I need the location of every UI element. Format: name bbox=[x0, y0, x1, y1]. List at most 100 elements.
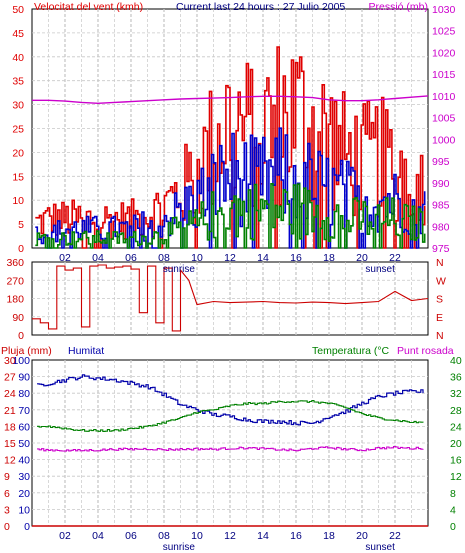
pressure-label: Pressió (mb) bbox=[368, 1, 428, 13]
wind-speed-tick: 35 bbox=[12, 76, 24, 88]
temperature-tick: 16 bbox=[450, 455, 462, 467]
direction-compass-tick: S bbox=[436, 294, 443, 306]
x-tick-label: 16 bbox=[290, 252, 302, 264]
x-tick-label: 14 bbox=[257, 252, 269, 264]
rain-tick: 30 bbox=[4, 355, 16, 367]
chart-title: Current last 24 hours : 27 Julio 2005 bbox=[176, 1, 345, 13]
wind-speed-tick: 20 bbox=[12, 147, 24, 159]
pressure-tick: 1000 bbox=[432, 134, 456, 146]
plot-layer bbox=[32, 46, 429, 527]
temperature-tick: 28 bbox=[450, 405, 462, 417]
dewpoint-label: Punt rosada bbox=[397, 345, 454, 357]
direction-compass-tick: N bbox=[436, 257, 444, 269]
temperature-tick: 20 bbox=[450, 438, 462, 450]
humidity-tick: 20 bbox=[18, 488, 30, 500]
wind-gust-line bbox=[35, 46, 426, 249]
direction-compass-tick: N bbox=[436, 330, 444, 342]
rain-tick: 0 bbox=[4, 521, 10, 533]
humidity-label: Humitat bbox=[68, 345, 104, 357]
humidity-tick: 70 bbox=[18, 405, 30, 417]
pressure-tick: 980 bbox=[432, 221, 450, 233]
humidity-tick: 90 bbox=[18, 372, 30, 384]
wind-speed-tick: 0 bbox=[18, 243, 24, 255]
direction-degree-tick: 360 bbox=[6, 257, 24, 269]
wind-speed-tick: 5 bbox=[18, 219, 24, 231]
wind-average-line bbox=[35, 127, 426, 249]
wind-speed-label: Velocitat del vent (kmh) bbox=[34, 1, 143, 13]
humidity-tick: 60 bbox=[18, 421, 30, 433]
sunrise-label: sunrise bbox=[163, 542, 196, 553]
x-tick-label: 06 bbox=[125, 530, 137, 542]
temperature-label: Temperatura (°C bbox=[312, 345, 390, 357]
humidity-tick: 50 bbox=[18, 438, 30, 450]
temperature-tick: 40 bbox=[450, 355, 462, 367]
rain-tick: 27 bbox=[4, 372, 16, 384]
sunset-label: sunset bbox=[365, 542, 395, 553]
rain-tick: 3 bbox=[4, 504, 10, 516]
direction-degree-tick: 270 bbox=[6, 275, 24, 287]
x-tick-label: 22 bbox=[389, 252, 401, 264]
sunset-label: sunset bbox=[365, 264, 395, 275]
direction-degree-tick: 180 bbox=[6, 294, 24, 306]
x-tick-label: 04 bbox=[92, 252, 104, 264]
humidity-tick: 10 bbox=[18, 504, 30, 516]
x-tick-label: 18 bbox=[323, 252, 335, 264]
x-tick-label: 12 bbox=[224, 252, 236, 264]
temperature-tick: 8 bbox=[450, 488, 456, 500]
rain-tick: 6 bbox=[4, 488, 10, 500]
direction-degree-tick: 0 bbox=[18, 330, 24, 342]
pressure-tick: 995 bbox=[432, 156, 450, 168]
x-tick-label: 08 bbox=[158, 252, 170, 264]
x-tick-label: 20 bbox=[356, 530, 368, 542]
x-tick-label: 10 bbox=[191, 252, 203, 264]
pressure-tick: 990 bbox=[432, 178, 450, 190]
direction-degree-tick: 90 bbox=[12, 312, 24, 324]
humidity-tick: 0 bbox=[24, 521, 30, 533]
humidity-tick: 100 bbox=[12, 355, 30, 367]
pressure-tick: 985 bbox=[432, 200, 450, 212]
temperature-tick: 0 bbox=[450, 521, 456, 533]
rain-tick: 9 bbox=[4, 471, 10, 483]
wind-direction-line bbox=[32, 264, 429, 332]
rain-tick: 21 bbox=[4, 405, 16, 417]
temperature-line bbox=[37, 399, 424, 432]
humidity-line bbox=[37, 374, 424, 426]
rain-label: Pluja (mm) bbox=[1, 345, 52, 357]
rain-tick: 18 bbox=[4, 421, 16, 433]
wind-speed-tick: 25 bbox=[12, 124, 24, 136]
humidity-tick: 30 bbox=[18, 471, 30, 483]
rain-tick: 15 bbox=[4, 438, 16, 450]
wind-speed-tick: 10 bbox=[12, 195, 24, 207]
x-tick-label: 10 bbox=[191, 530, 203, 542]
pressure-tick: 1020 bbox=[432, 47, 456, 59]
x-tick-label: 22 bbox=[389, 530, 401, 542]
grid-layer bbox=[32, 9, 428, 526]
x-tick-label: 06 bbox=[125, 252, 137, 264]
temperature-tick: 24 bbox=[450, 421, 462, 433]
rain-tick: 24 bbox=[4, 388, 16, 400]
pressure-tick: 1030 bbox=[432, 4, 456, 16]
x-tick-label: 02 bbox=[59, 530, 71, 542]
pressure-tick: 1015 bbox=[432, 69, 456, 81]
pressure-tick: 1025 bbox=[432, 26, 456, 38]
humidity-tick: 80 bbox=[18, 388, 30, 400]
wind-speed-tick: 30 bbox=[12, 100, 24, 112]
x-tick-label: 16 bbox=[290, 530, 302, 542]
temperature-tick: 32 bbox=[450, 388, 462, 400]
x-tick-label: 04 bbox=[92, 530, 104, 542]
axis-layer: 0510152025303540455097598098599099510001… bbox=[4, 4, 462, 553]
wind-speed-tick: 40 bbox=[12, 52, 24, 64]
temperature-tick: 12 bbox=[450, 471, 462, 483]
pressure-tick: 1005 bbox=[432, 113, 456, 125]
x-tick-label: 08 bbox=[158, 530, 170, 542]
x-tick-label: 20 bbox=[356, 252, 368, 264]
dewpoint-line bbox=[37, 446, 424, 452]
pressure-tick: 1010 bbox=[432, 91, 456, 103]
direction-compass-tick: W bbox=[436, 275, 446, 287]
pressure-line bbox=[32, 95, 429, 105]
wind-speed-tick: 50 bbox=[12, 4, 24, 16]
pressure-tick: 975 bbox=[432, 243, 450, 255]
wind-speed-tick: 15 bbox=[12, 171, 24, 183]
